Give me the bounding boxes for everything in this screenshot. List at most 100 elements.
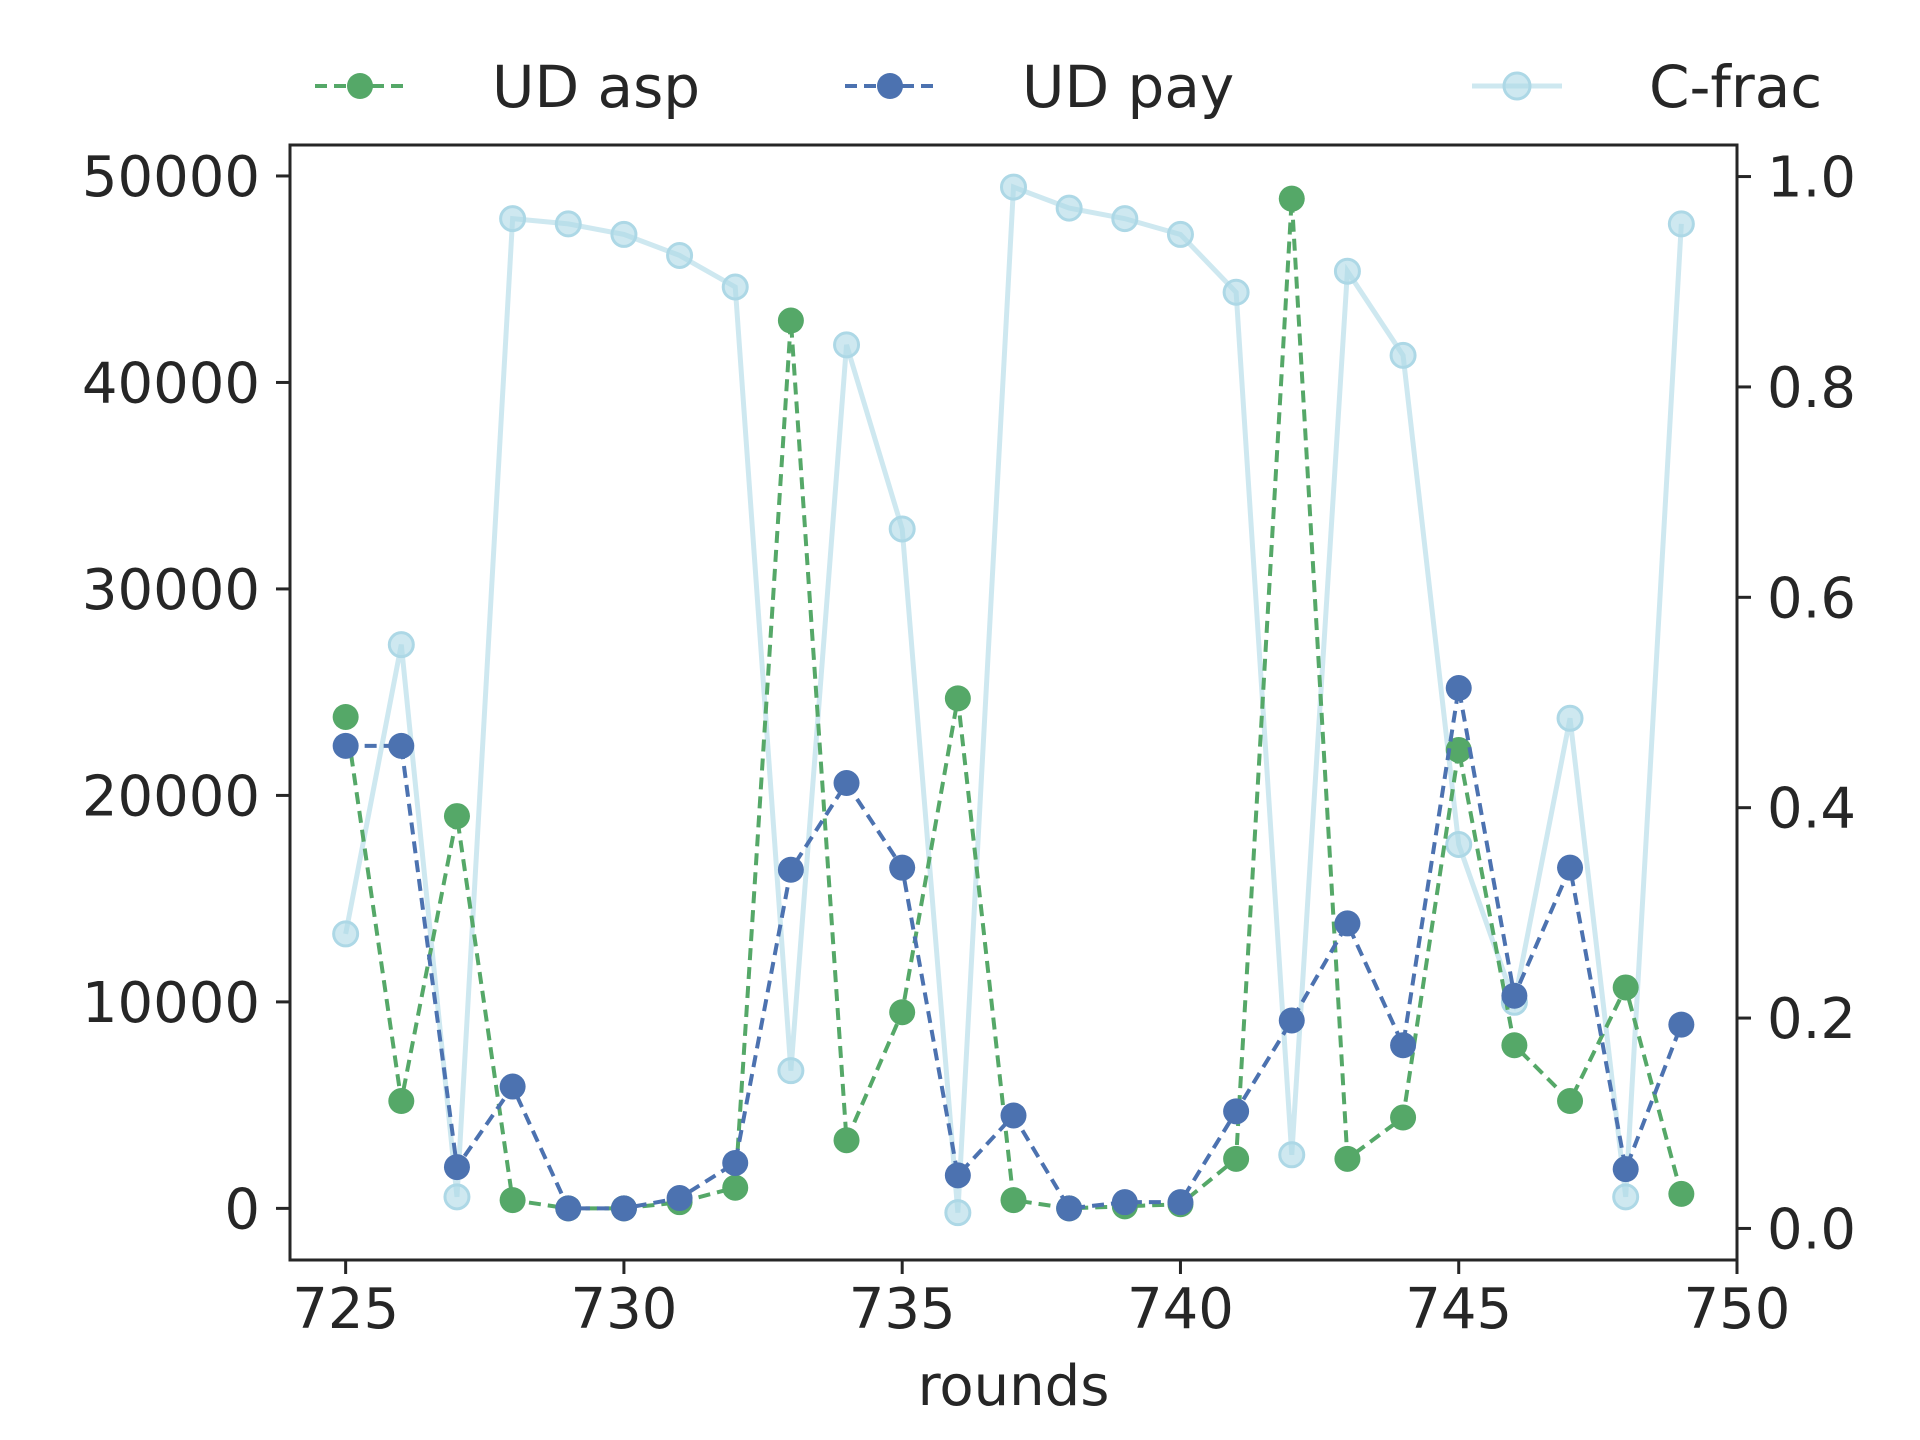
- c-frac-point: [1556, 704, 1584, 732]
- ud-asp-point: [1390, 1104, 1417, 1131]
- ud-asp-point: [1445, 736, 1472, 763]
- ud-pay-point: [1167, 1189, 1194, 1216]
- c-frac-point: [1445, 831, 1473, 859]
- x-tick-label: 740: [1127, 1277, 1234, 1342]
- ud-pay-point: [1334, 910, 1361, 937]
- x-tick-label: 745: [1405, 1277, 1512, 1342]
- y-left-tick-label: 10000: [82, 971, 260, 1036]
- ud-asp-point: [1278, 185, 1305, 212]
- ud-pay-point: [1223, 1098, 1250, 1125]
- ud-pay-point: [889, 854, 916, 881]
- ud-asp-point: [889, 999, 916, 1026]
- c-frac-point: [1278, 1141, 1306, 1169]
- c-frac-point: [666, 241, 694, 269]
- x-axis-label: rounds: [918, 1354, 1110, 1419]
- ud-pay-point: [1612, 1156, 1639, 1183]
- ud-pay-point: [1056, 1195, 1083, 1222]
- ud-pay-point: [1111, 1189, 1138, 1216]
- ud-asp-point: [722, 1174, 749, 1201]
- c-frac-point: [777, 1057, 805, 1085]
- ud-asp-point: [1501, 1032, 1528, 1059]
- c-frac-point: [499, 205, 527, 233]
- ud-pay-point: [1445, 675, 1472, 702]
- c-frac-point: [1166, 220, 1194, 248]
- y-left-tick-label: 20000: [82, 764, 260, 829]
- y-right-tick-label: 0.4: [1767, 777, 1856, 842]
- ud-pay-point: [722, 1149, 749, 1176]
- ud-pay-point: [1557, 854, 1584, 881]
- ud-asp-point: [332, 703, 359, 730]
- y-left-tick-label: 40000: [82, 351, 260, 416]
- ud-asp-point: [1000, 1187, 1027, 1214]
- y-axis-right: 0.0 0.2 0.4 0.6 0.8 1.0: [1737, 146, 1856, 1262]
- c-frac-point: [1333, 257, 1361, 285]
- y-right-tick-label: 1.0: [1767, 146, 1856, 211]
- ud-asp-point: [1612, 974, 1639, 1001]
- ud-pay-point: [944, 1162, 971, 1189]
- x-tick-label: 735: [849, 1277, 956, 1342]
- ud-asp-point: [499, 1187, 526, 1214]
- y-left-tick-label: 50000: [82, 145, 260, 210]
- c-frac-legend-label: C-frac: [1649, 53, 1822, 121]
- y-left-tick-label: 0: [224, 1177, 260, 1242]
- ud-pay-point: [833, 770, 860, 797]
- x-tick-label: 730: [570, 1277, 677, 1342]
- c-frac-point: [1000, 173, 1027, 201]
- ud-pay-point: [1000, 1102, 1027, 1129]
- c-frac-point: [443, 1183, 471, 1211]
- ud-pay-point: [388, 732, 415, 759]
- c-frac-point: [1055, 194, 1083, 222]
- ud-asp-point: [1668, 1180, 1695, 1207]
- y-left-tick-label: 30000: [82, 558, 260, 623]
- y-right-tick-label: 0.0: [1767, 1197, 1856, 1262]
- ud-asp-point: [443, 803, 470, 830]
- ud-pay-point: [443, 1154, 470, 1181]
- c-frac-point: [610, 220, 638, 248]
- c-frac-series-layer: [332, 173, 1695, 1227]
- ud-pay-point: [610, 1195, 637, 1222]
- c-frac-point: [332, 920, 360, 948]
- x-axis: 725 730 735 740 745 750: [292, 1260, 1790, 1342]
- ud-asp-point: [833, 1127, 860, 1154]
- ud-pay-point: [1278, 1007, 1305, 1034]
- c-frac-point: [1111, 205, 1139, 233]
- left-axis-series-layer: [332, 185, 1695, 1222]
- ud-pay-point: [332, 732, 359, 759]
- c-frac-point: [721, 273, 749, 301]
- ud-pay-point: [499, 1073, 526, 1100]
- x-tick-label: 725: [292, 1277, 399, 1342]
- ud-asp-legend-label: UD asp: [492, 53, 700, 121]
- c-frac-point: [1222, 278, 1250, 306]
- c-frac-point: [1389, 341, 1417, 369]
- c-frac-legend-marker: [1502, 71, 1532, 101]
- c-frac-point: [833, 331, 861, 359]
- ud-pay-point: [1390, 1032, 1417, 1059]
- ud-pay-point: [777, 856, 804, 883]
- y-right-tick-label: 0.8: [1767, 356, 1856, 421]
- ud-pay-legend-marker: [877, 73, 903, 99]
- ud-pay-point: [1668, 1011, 1695, 1038]
- ud-pay-point: [666, 1185, 693, 1212]
- c-frac-point: [1612, 1183, 1640, 1211]
- x-tick-label: 750: [1684, 1277, 1791, 1342]
- c-frac-point: [387, 631, 415, 659]
- plot-frame: [288, 143, 1739, 1262]
- ud-asp-legend-marker: [347, 73, 373, 99]
- c-frac-point: [1667, 210, 1695, 238]
- ud-pay-legend-label: UD pay: [1022, 53, 1234, 121]
- ud-asp-point: [1557, 1088, 1584, 1115]
- ud-asp-point: [1334, 1145, 1361, 1172]
- y-axis-left: 0 10000 20000 30000 40000 50000: [82, 145, 290, 1242]
- ud-pay-point: [555, 1195, 582, 1222]
- y-right-tick-label: 0.6: [1767, 566, 1856, 631]
- ud-asp-point: [1223, 1145, 1250, 1172]
- ud-asp-point: [944, 685, 971, 712]
- legend: UD asp UD pay C-frac: [315, 53, 1822, 121]
- ud-asp-point: [777, 307, 804, 334]
- ud-asp-point: [388, 1088, 415, 1115]
- ud-pay-point: [1501, 982, 1528, 1009]
- c-frac-point: [944, 1199, 972, 1227]
- c-frac-point: [888, 515, 916, 543]
- c-frac-point: [554, 210, 582, 238]
